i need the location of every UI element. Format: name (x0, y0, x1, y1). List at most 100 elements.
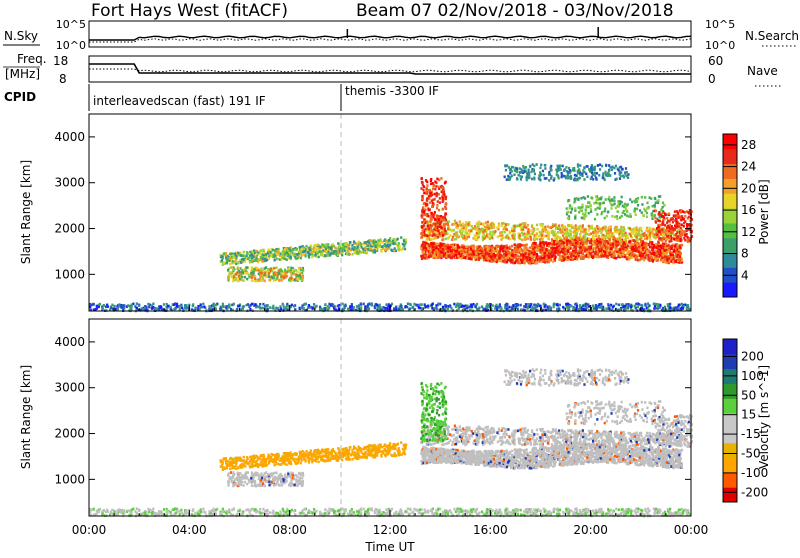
power-range-cell (430, 249, 432, 252)
power-range-cell (274, 259, 276, 262)
power-range-cell (341, 254, 343, 257)
power-range-cell (277, 307, 279, 310)
power-range-cell (388, 239, 390, 242)
power-range-cell (353, 240, 355, 243)
power-range-cell (319, 306, 321, 309)
power-range-cell (564, 257, 566, 260)
power-range-cell (669, 303, 671, 306)
power-range-cell (573, 307, 575, 310)
power-range-cell (269, 251, 271, 254)
power-range-cell (577, 242, 579, 245)
power-range-cell (653, 303, 655, 306)
power-range-cell (273, 267, 275, 270)
power-range-cell (633, 253, 635, 256)
power-range-cell (255, 259, 257, 262)
power-range-cell (478, 220, 480, 223)
power-range-cell (635, 307, 637, 310)
power-range-cell (644, 303, 646, 306)
power-range-cell (568, 225, 570, 228)
power-range-cell (380, 250, 382, 253)
power-range-cell (530, 229, 532, 232)
power-range-cell (604, 251, 606, 254)
power-range-cell (506, 261, 508, 264)
power-range-cell (249, 261, 251, 264)
power-range-cell (606, 248, 608, 251)
power-range-cell (381, 245, 383, 248)
power-range-cell (592, 231, 594, 234)
power-range-cell (398, 242, 400, 245)
power-range-cell (653, 244, 655, 247)
power-range-cell (555, 226, 557, 229)
power-range-cell (653, 235, 655, 238)
power-range-cell (443, 253, 445, 256)
power-range-cell (457, 244, 459, 247)
power-range-cell (179, 308, 181, 311)
power-range-cell (278, 270, 280, 273)
power-range-cell (234, 279, 236, 282)
power-range-cell (249, 308, 251, 311)
power-range-cell (301, 279, 303, 282)
power-range-cell (681, 244, 683, 247)
power-range-cell (636, 229, 638, 232)
power-range-cell (486, 307, 488, 310)
power-range-cell (264, 267, 266, 270)
power-range-cell (259, 303, 261, 306)
power-range-cell (435, 304, 437, 307)
power-range-cell (531, 225, 533, 228)
power-range-cell (273, 272, 275, 275)
power-range-cell (575, 232, 577, 235)
power-range-cell (251, 254, 253, 257)
power-range-cell (285, 306, 287, 309)
power-range-cell (230, 253, 232, 256)
power-range-cell (678, 307, 680, 310)
power-range-cell (591, 249, 593, 252)
power-range-cell (502, 260, 504, 263)
power-range-cell (517, 224, 519, 227)
power-range-cell (242, 272, 244, 275)
power-range-cell (466, 305, 468, 308)
power-range-cell (635, 303, 637, 306)
power-range-cell (561, 225, 563, 228)
power-range-cell (441, 244, 443, 247)
power-range-cell (554, 251, 556, 254)
power-range-cell (147, 303, 149, 306)
power-range-cell (301, 304, 303, 307)
power-range-cell (235, 273, 237, 276)
power-range-cell (465, 253, 467, 256)
power-range-cell (442, 248, 444, 251)
power-range-cell (636, 233, 638, 236)
power-range-cell (267, 249, 269, 252)
power-range-cell (240, 254, 242, 257)
power-range-cell (551, 238, 553, 241)
power-range-cell (273, 279, 275, 282)
power-range-cell (540, 224, 542, 227)
power-range-cell (539, 231, 541, 234)
power-range-cell (136, 307, 138, 310)
power-range-cell (559, 304, 561, 307)
power-range-cell (262, 303, 264, 306)
power-range-cell (268, 272, 270, 275)
freq-unit: [MHz] (5, 67, 40, 81)
power-range-cell (523, 246, 525, 249)
power-range-cell (575, 235, 577, 238)
power-range-cell (152, 303, 154, 306)
power-range-cell (255, 306, 257, 309)
power-range-cell (559, 241, 561, 244)
power-range-cell (687, 304, 689, 307)
power-range-cell (617, 231, 619, 234)
power-range-cell (266, 259, 268, 262)
power-range-cell (460, 253, 462, 256)
power-range-cell (228, 276, 230, 279)
power-range-cell (489, 230, 491, 233)
power-range-cell (615, 303, 617, 306)
power-range-cell (551, 251, 553, 254)
plot-title: Fort Hays West (fitACF) (91, 1, 288, 21)
power-range-cell (534, 253, 536, 256)
power-range-cell (297, 278, 299, 281)
power-range-cell (618, 229, 620, 232)
power-range-cell (511, 245, 513, 248)
power-range-cell (452, 245, 454, 248)
power-range-cell (208, 305, 210, 308)
power-range-cell (345, 247, 347, 250)
power-range-cell (268, 279, 270, 282)
